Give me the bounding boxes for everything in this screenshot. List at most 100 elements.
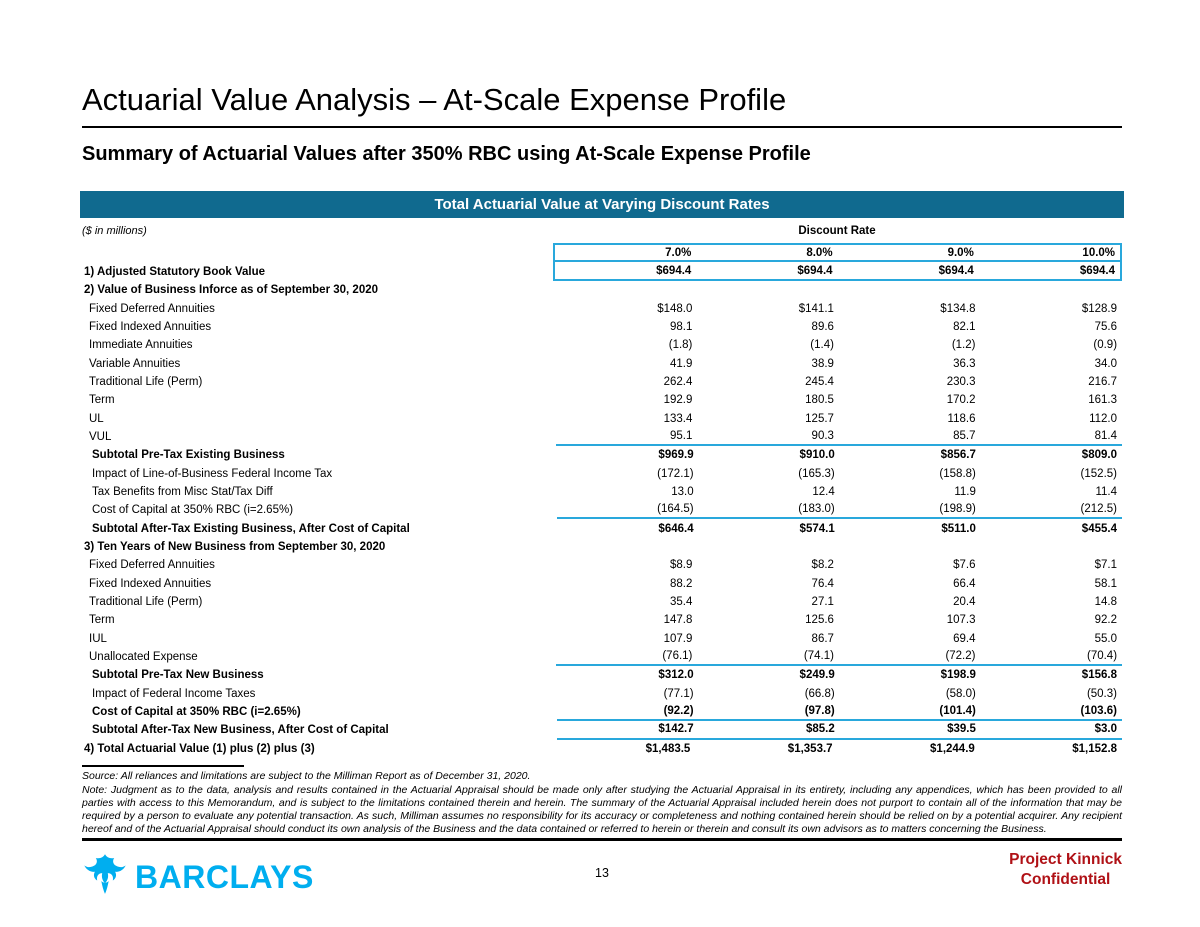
cell-value: $455.4 bbox=[1081, 522, 1117, 535]
cell-value: $694.4 bbox=[938, 264, 974, 277]
row-values: 192.9 180.5 170.2 161.3 bbox=[556, 391, 1122, 409]
row-values: 95.1 90.3 85.7 81.4 bbox=[555, 428, 1122, 447]
cell-value: 41.9 bbox=[670, 357, 693, 370]
row-label: VUL bbox=[89, 430, 112, 443]
cell-value: (183.0) bbox=[798, 503, 835, 516]
table-banner: Total Actuarial Value at Varying Discoun… bbox=[80, 191, 1124, 218]
cell-value: 27.1 bbox=[811, 596, 834, 609]
cell-value: 161.3 bbox=[1088, 394, 1118, 407]
row-values: 41.9 38.9 36.3 34.0 bbox=[556, 354, 1122, 372]
cell-value bbox=[980, 538, 1122, 556]
row-label: Term bbox=[89, 394, 115, 407]
cell-value bbox=[838, 538, 980, 556]
footer-divider bbox=[82, 838, 1122, 841]
cell-value: $7.1 bbox=[1094, 559, 1118, 572]
table-row: Unallocated Expense (76.1) (74.1) (72.2) (70… bbox=[82, 648, 1122, 667]
cell-value: 125.7 bbox=[805, 412, 834, 425]
disclaimer-note: Note: Judgment as to the data, analysis … bbox=[82, 784, 1122, 835]
row-values: 133.4 125.7 118.6 112.0 bbox=[556, 409, 1122, 427]
cell-value: $134.8 bbox=[940, 302, 976, 315]
row-values: (1.8) (1.4) (1.2) (0.9) bbox=[556, 336, 1122, 354]
cell-value: (1.8) bbox=[668, 339, 693, 352]
cell-value: 86.7 bbox=[811, 632, 834, 645]
table-row: Subtotal Pre-Tax New Business $312.0 $249.… bbox=[82, 666, 1122, 684]
cell-value: 14.8 bbox=[1094, 596, 1118, 609]
table-row: Traditional Life (Perm) 262.4 245.4 230.3 21… bbox=[82, 373, 1122, 391]
cell-value: (101.4) bbox=[939, 705, 976, 718]
cell-value: 10.0% bbox=[1082, 246, 1116, 259]
row-values: 98.1 89.6 82.1 75.6 bbox=[556, 318, 1122, 336]
row-label: Subtotal After-Tax New Business, After C… bbox=[92, 724, 389, 737]
row-label: UL bbox=[89, 412, 104, 425]
cell-value: $910.0 bbox=[799, 449, 835, 462]
row-label: IUL bbox=[89, 632, 107, 645]
row-values: (77.1) (66.8) (58.0) (50.3) bbox=[557, 685, 1122, 703]
cell-value: 38.9 bbox=[811, 357, 834, 370]
cell-value: $1,353.7 bbox=[787, 742, 833, 755]
row-values: (92.2) (97.8) (101.4) (103.6) bbox=[557, 703, 1122, 722]
row-label: Term bbox=[89, 614, 115, 627]
barclays-eagle-icon bbox=[82, 852, 128, 903]
barclays-logo: BARCLAYS bbox=[82, 852, 314, 903]
page-subtitle: Summary of Actuarial Values after 350% R… bbox=[82, 143, 811, 165]
row-values: $148.0 $141.1 $134.8 $128.9 bbox=[556, 299, 1122, 317]
cell-value: 192.9 bbox=[663, 394, 693, 407]
table-row: Immediate Annuities (1.8) (1.4) (1.2) (0.9) bbox=[82, 336, 1122, 354]
cell-value: $3.0 bbox=[1094, 723, 1117, 736]
cell-value: 36.3 bbox=[953, 357, 976, 370]
table-row: Fixed Deferred Annuities $148.0 $141.1 $134… bbox=[82, 299, 1122, 317]
discount-rate-header-row: 7.0% 8.0% 9.0% 10.0% bbox=[82, 243, 1122, 262]
row-values: (172.1) (165.3) (158.8) (152.5) bbox=[557, 464, 1122, 482]
row-label: Subtotal Pre-Tax New Business bbox=[92, 669, 264, 682]
cell-value: 9.0% bbox=[947, 246, 974, 259]
cell-value: (172.1) bbox=[657, 467, 694, 480]
row-label: Traditional Life (Perm) bbox=[89, 375, 203, 388]
cell-value: 11.4 bbox=[1095, 485, 1117, 498]
cell-value bbox=[553, 281, 695, 299]
row-values bbox=[553, 538, 1122, 556]
row-values: 147.8 125.6 107.3 92.2 bbox=[556, 611, 1122, 629]
cell-value: $7.6 bbox=[953, 559, 976, 572]
table-row: UL 133.4 125.7 118.6 112.0 bbox=[82, 409, 1122, 427]
row-label: Cost of Capital at 350% RBC (i=2.65%) bbox=[92, 706, 301, 719]
cell-value: 107.3 bbox=[946, 614, 976, 627]
row-values: $142.7 $85.2 $39.5 $3.0 bbox=[557, 721, 1122, 740]
row-values: (164.5) (183.0) (198.9) (212.5) bbox=[557, 501, 1122, 520]
cell-value: $574.1 bbox=[799, 522, 835, 535]
row-values: 35.4 27.1 20.4 14.8 bbox=[556, 593, 1122, 611]
cell-value: 35.4 bbox=[670, 596, 693, 609]
cell-value: (164.5) bbox=[657, 503, 694, 516]
cell-value: (76.1) bbox=[662, 650, 693, 663]
cell-value: (158.8) bbox=[939, 467, 976, 480]
row-label: 2) Value of Business Inforce as of Septe… bbox=[84, 284, 379, 297]
column-group-header: Discount Rate bbox=[798, 225, 876, 237]
cell-value: 89.6 bbox=[811, 320, 834, 333]
row-label: Fixed Indexed Annuities bbox=[89, 320, 212, 333]
cell-value: 66.4 bbox=[953, 577, 976, 590]
row-values: 88.2 76.4 66.4 58.1 bbox=[556, 575, 1122, 593]
cell-value: $198.9 bbox=[940, 669, 976, 682]
cell-value: 85.7 bbox=[953, 429, 976, 442]
row-label: Subtotal Pre-Tax Existing Business bbox=[92, 449, 285, 462]
cell-value: $249.9 bbox=[799, 669, 835, 682]
cell-value: (97.8) bbox=[804, 705, 835, 718]
cell-value: 13.0 bbox=[671, 485, 694, 498]
table-row: Subtotal After-Tax Existing Business, Af… bbox=[82, 519, 1122, 537]
cell-value: 55.0 bbox=[1094, 632, 1118, 645]
row-label: Immediate Annuities bbox=[89, 339, 193, 352]
cell-value: $809.0 bbox=[1081, 449, 1117, 462]
units-label: ($ in millions) bbox=[82, 225, 147, 237]
cell-value: 133.4 bbox=[663, 412, 693, 425]
table-row: 4) Total Actuarial Value (1) plus (2) pl… bbox=[82, 740, 1122, 758]
actuarial-value-table: 7.0% 8.0% 9.0% 10.0% 1) Adjusted Statutory B… bbox=[82, 243, 1122, 758]
project-classification: Project Kinnick Confidential bbox=[1009, 850, 1122, 890]
cell-value bbox=[553, 538, 695, 556]
cell-value: 245.4 bbox=[805, 375, 834, 388]
row-label: 3) Ten Years of New Business from Septem… bbox=[84, 540, 386, 553]
row-values: $312.0 $249.9 $198.9 $156.8 bbox=[557, 666, 1122, 684]
cell-value: 7.0% bbox=[665, 246, 692, 259]
row-label: Subtotal After-Tax Existing Business, Af… bbox=[92, 522, 410, 535]
cell-value bbox=[695, 538, 837, 556]
row-values: 13.0 12.4 11.9 11.4 bbox=[557, 483, 1122, 501]
